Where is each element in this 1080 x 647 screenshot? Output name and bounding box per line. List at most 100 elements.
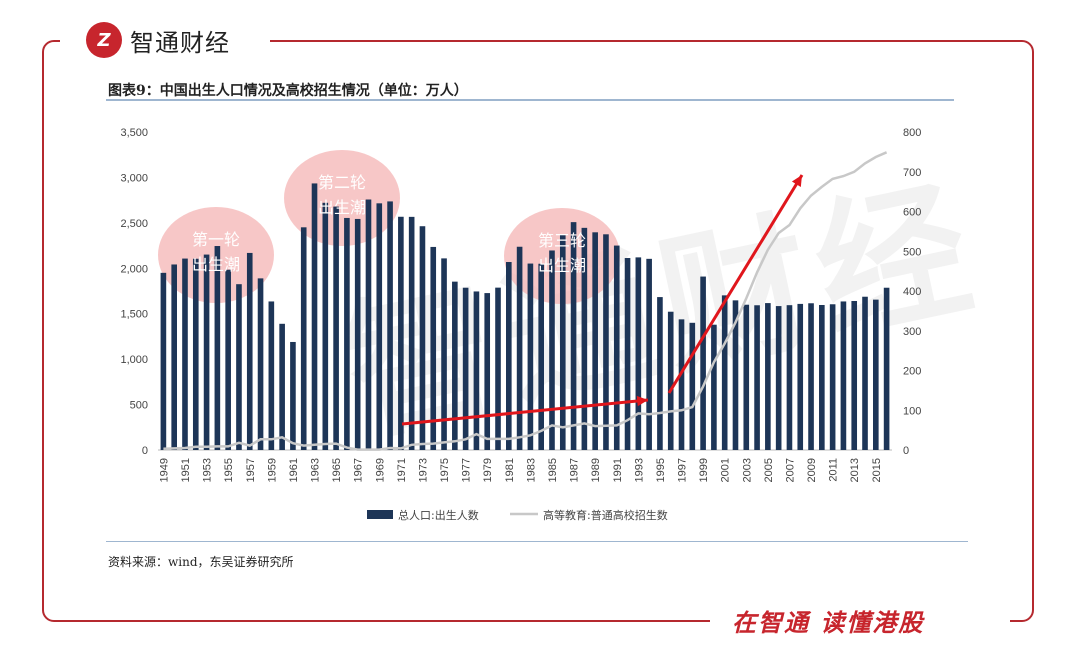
bar-1976	[452, 281, 458, 450]
x-tick-label: 1967	[353, 458, 365, 482]
bar-1997	[678, 319, 685, 450]
x-tick-label: 1969	[374, 458, 386, 482]
arrow-head-icon	[791, 175, 802, 187]
bar-1950	[171, 264, 177, 450]
bar-2002	[732, 300, 739, 450]
bar-2007	[786, 305, 793, 450]
x-tick-label: 1999	[698, 458, 710, 482]
source-divider	[106, 541, 968, 542]
x-tick-label: 2009	[806, 458, 818, 482]
bar-1973	[419, 226, 426, 450]
trend-arrow-steep	[667, 174, 804, 394]
bar-1993	[635, 257, 642, 450]
slogan: 在智通 读懂港股	[732, 609, 925, 637]
x-tick-label: 2007	[784, 458, 796, 482]
title-divider	[106, 99, 954, 101]
x-tick-label: 1983	[525, 458, 537, 482]
bar-1979	[484, 293, 491, 450]
x-tick-label: 1985	[547, 458, 559, 482]
bar-1994	[646, 258, 652, 450]
x-tick-label: 1977	[461, 458, 473, 482]
bar-1991	[613, 245, 620, 450]
bar-1975	[441, 258, 447, 450]
bar-1961	[290, 341, 296, 450]
boom-label-line2: 出生潮	[538, 256, 586, 275]
bar-1971	[398, 216, 404, 450]
bar-2004	[754, 305, 760, 450]
bar-1972	[408, 216, 415, 450]
x-tick-label: 1963	[310, 458, 322, 482]
bar-1952	[192, 258, 199, 450]
x-tick-label: 2003	[741, 458, 753, 482]
x-tick-label: 1971	[396, 458, 408, 482]
series-line-enrollment	[163, 151, 888, 451]
bar-2016	[883, 287, 890, 450]
x-tick-label: 1959	[266, 458, 278, 482]
bar-1988	[581, 227, 588, 450]
bar-2008	[797, 303, 804, 450]
boom-label-line1: 第二轮	[318, 173, 366, 192]
x-tick-label: 2005	[763, 458, 775, 482]
bar-1996	[667, 311, 674, 450]
bar-1986	[559, 234, 566, 450]
y-right-tick: 0	[903, 445, 909, 457]
y-left-tick: 2,500	[120, 218, 148, 230]
brand-header[interactable]: Z 智通财经	[86, 20, 230, 60]
bar-2011	[829, 304, 836, 450]
bar-1990	[603, 234, 609, 450]
x-tick-label: 1951	[180, 458, 192, 482]
brand-logo-icon: Z	[86, 22, 122, 58]
y-right-tick: 800	[903, 127, 921, 139]
bar-1987	[570, 222, 577, 450]
x-tick-label: 2013	[849, 458, 861, 482]
y-right-tick: 500	[903, 246, 921, 258]
bar-1977	[462, 287, 469, 450]
x-tick-label: 1993	[633, 458, 645, 482]
bar-1962	[300, 227, 307, 450]
x-tick-label: 1953	[202, 458, 214, 482]
boom-label-line1: 第三轮	[538, 231, 586, 250]
bar-2006	[775, 306, 782, 450]
bar-1985	[549, 250, 555, 450]
bar-1949	[160, 272, 167, 450]
bar-1963	[311, 183, 318, 450]
bar-1969	[376, 203, 383, 450]
x-tick-label: 1997	[677, 458, 689, 482]
bar-1983	[527, 263, 534, 450]
y-left-tick: 3,500	[120, 127, 148, 139]
y-right-tick: 700	[903, 167, 921, 179]
bar-1989	[592, 232, 598, 450]
bar-2014	[862, 296, 868, 450]
bar-2012	[840, 301, 847, 450]
y-left-tick: 1,500	[120, 309, 148, 321]
source-note: 资料来源：wind，东吴证券研究所	[108, 555, 294, 569]
figure-title: 图表9：中国出生人口情况及高校招生情况（单位：万人）	[108, 83, 468, 99]
boom-label-line2: 出生潮	[318, 198, 366, 217]
y-left-tick: 3,000	[120, 172, 148, 184]
y-right-tick: 400	[903, 286, 921, 298]
bar-1953	[203, 254, 210, 450]
boom-label-line2: 出生潮	[192, 255, 240, 274]
bar-2000	[711, 324, 717, 450]
x-tick-label: 2001	[720, 458, 732, 482]
y-left-tick: 500	[130, 400, 148, 412]
bar-1951	[182, 258, 188, 450]
card-frame	[42, 40, 1034, 622]
x-tick-label: 1979	[482, 458, 494, 482]
x-tick-label: 1987	[569, 458, 581, 482]
bar-2003	[743, 304, 750, 450]
x-tick-label: 1973	[417, 458, 429, 482]
bar-2005	[765, 303, 771, 450]
x-tick-label: 1989	[590, 458, 602, 482]
arrow-head-icon	[636, 395, 648, 407]
bar-1957	[246, 252, 253, 450]
bar-2013	[851, 300, 858, 450]
bar-1955	[225, 269, 231, 450]
bar-1968	[365, 199, 372, 450]
y-right-tick: 600	[903, 207, 921, 219]
x-tick-label: 1995	[655, 458, 667, 482]
bar-2001	[721, 295, 728, 450]
bar-1964	[322, 202, 329, 450]
bar-1998	[689, 322, 696, 450]
